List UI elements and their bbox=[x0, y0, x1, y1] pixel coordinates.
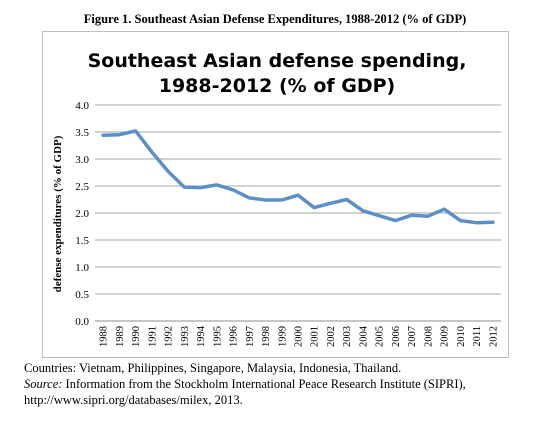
y-tick-labels: 0.0 0.5 1.0 1.5 2.0 2.5 3.0 3.5 4.0 bbox=[75, 100, 89, 328]
x-tick-label: 2009 bbox=[440, 326, 451, 347]
x-tick-label: 2010 bbox=[456, 326, 467, 347]
source-text: Information from the Stockholm Internati… bbox=[62, 377, 466, 391]
y-tick-label: 0.5 bbox=[75, 289, 89, 301]
x-tick-label: 1988 bbox=[99, 326, 110, 347]
figure-caption: Figure 1. Southeast Asian Defense Expend… bbox=[83, 12, 467, 26]
x-tick-label: 1992 bbox=[164, 326, 175, 347]
y-tick-label: 3.5 bbox=[75, 127, 89, 139]
x-tick-label: 2002 bbox=[326, 326, 337, 347]
x-tick-label: 2004 bbox=[358, 325, 369, 347]
x-tick-label: 1994 bbox=[196, 325, 207, 347]
x-tick-labels: 1988 1989 1990 1991 1992 1993 1994 1995 1996 1997… bbox=[99, 325, 500, 347]
chart-title-line1: Southeast Asian defense spending, bbox=[88, 50, 467, 72]
countries-note: Countries: Vietnam, Philippines, Singapo… bbox=[24, 361, 402, 375]
x-tick-label: 1999 bbox=[277, 326, 288, 347]
y-tick-label: 0.0 bbox=[75, 316, 89, 328]
y-tick-label: 1.0 bbox=[75, 262, 89, 274]
x-tick-label: 1990 bbox=[131, 326, 142, 347]
x-tick-label: 1998 bbox=[261, 326, 272, 347]
y-tick-label: 1.5 bbox=[75, 235, 89, 247]
chart-frame bbox=[42, 31, 509, 358]
x-tick-label: 1997 bbox=[245, 326, 256, 347]
x-tick-label: 2008 bbox=[423, 326, 434, 347]
x-tick-label: 1996 bbox=[229, 326, 240, 347]
y-axis-label: defense expenditures (% of GDP) bbox=[52, 135, 64, 292]
x-tick-label: 2007 bbox=[407, 326, 418, 347]
x-tick-label: 2000 bbox=[294, 326, 305, 347]
y-tick-label: 2.0 bbox=[75, 208, 89, 220]
x-tick-label: 2011 bbox=[472, 326, 483, 347]
x-tick-label: 1989 bbox=[115, 326, 126, 347]
source-note: Source: Information from the Stockholm I… bbox=[24, 377, 466, 392]
chart-title-line2: 1988-2012 (% of GDP) bbox=[159, 75, 396, 97]
x-tick-label: 2005 bbox=[375, 326, 386, 347]
source-label: Source: bbox=[24, 377, 63, 391]
gridlines bbox=[95, 104, 501, 322]
x-tick-label: 2003 bbox=[342, 326, 353, 347]
x-tick-label: 2001 bbox=[310, 326, 321, 347]
x-tick-label: 1995 bbox=[212, 326, 223, 347]
x-tick-label: 1991 bbox=[147, 326, 158, 347]
x-tick-label: 1993 bbox=[180, 326, 191, 347]
x-tick-label: 2006 bbox=[391, 326, 402, 347]
y-tick-label: 2.5 bbox=[75, 181, 89, 193]
y-tick-label: 3.0 bbox=[75, 154, 89, 166]
series-line bbox=[101, 129, 495, 225]
source-url: http://www.sipri.org/databases/milex, 20… bbox=[24, 393, 243, 407]
y-tick-label: 4.0 bbox=[75, 100, 89, 112]
x-tick-label: 2012 bbox=[488, 326, 499, 347]
